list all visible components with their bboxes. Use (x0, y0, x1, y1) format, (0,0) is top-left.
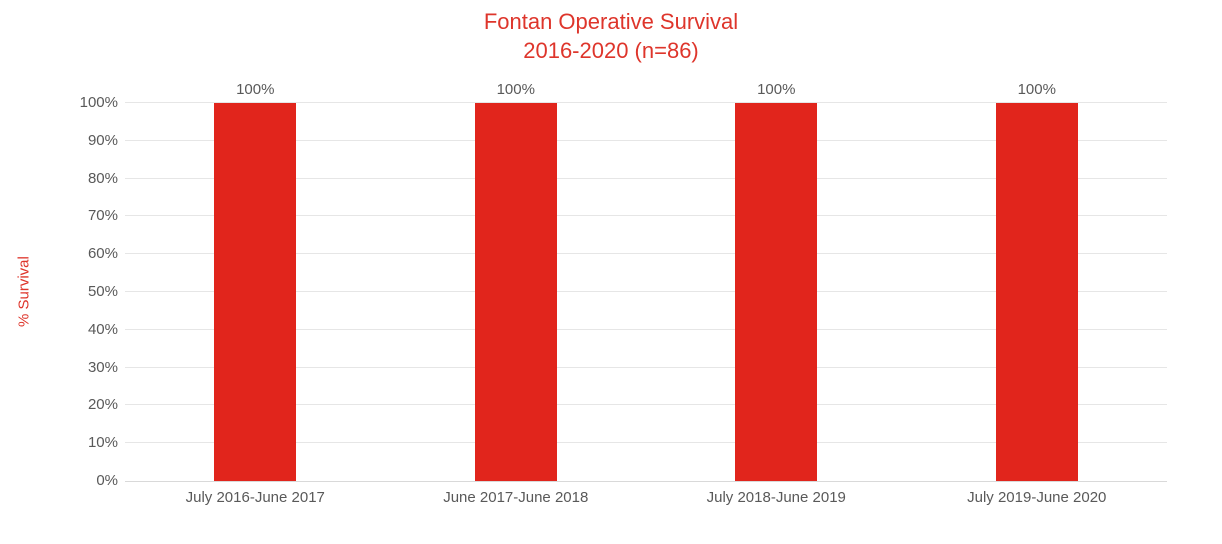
x-category-label: July 2018-June 2019 (706, 489, 846, 506)
bar-June 2017-June 2018 (474, 103, 557, 481)
y-tick-label: 30% (87, 358, 118, 376)
gridline (125, 215, 1167, 217)
y-tick-label: 80% (87, 169, 118, 187)
bar-July 2018-June 2019 (735, 103, 818, 481)
y-tick-label: 70% (87, 207, 118, 225)
y-tick-label: 10% (87, 434, 118, 452)
chart-title-line-2: 2016-2020 (n=86) (523, 38, 699, 63)
gridline (125, 177, 1167, 179)
gridline (125, 102, 1167, 103)
gridline (125, 253, 1167, 255)
y-tick-label: 100% (79, 94, 118, 111)
y-tick-label: 40% (87, 320, 118, 338)
gridline (125, 366, 1167, 368)
y-tick-label: 90% (87, 131, 118, 149)
gridline (125, 404, 1167, 406)
gridline (125, 291, 1167, 292)
gridline (125, 442, 1167, 444)
gridline (125, 328, 1167, 330)
plot-area (125, 102, 1167, 482)
bar-value-label: 100% (757, 81, 796, 98)
y-tick-label: 60% (87, 245, 118, 263)
y-tick-label: 50% (87, 283, 118, 300)
chart-title-line-1: Fontan Operative Survival (483, 9, 739, 34)
gridline (125, 139, 1167, 141)
y-tick-label: 0% (96, 472, 118, 489)
y-axis-title: % Survival (15, 256, 33, 328)
bar-July 2016-June 2017 (214, 103, 297, 481)
x-category-label: July 2019-June 2020 (967, 489, 1107, 506)
bar-value-label: 100% (1017, 81, 1056, 98)
bar-value-label: 100% (496, 81, 535, 98)
x-axis-baseline (125, 481, 1167, 482)
y-tick-label: 20% (87, 396, 118, 414)
chart-title: Fontan Operative Survival 2016-2020 (n=8… (0, 7, 1222, 65)
bar-value-label: 100% (236, 81, 275, 98)
x-category-label: June 2017-June 2018 (443, 489, 589, 506)
bar-July 2019-June 2020 (995, 103, 1078, 481)
x-category-label: July 2016-June 2017 (185, 489, 325, 506)
